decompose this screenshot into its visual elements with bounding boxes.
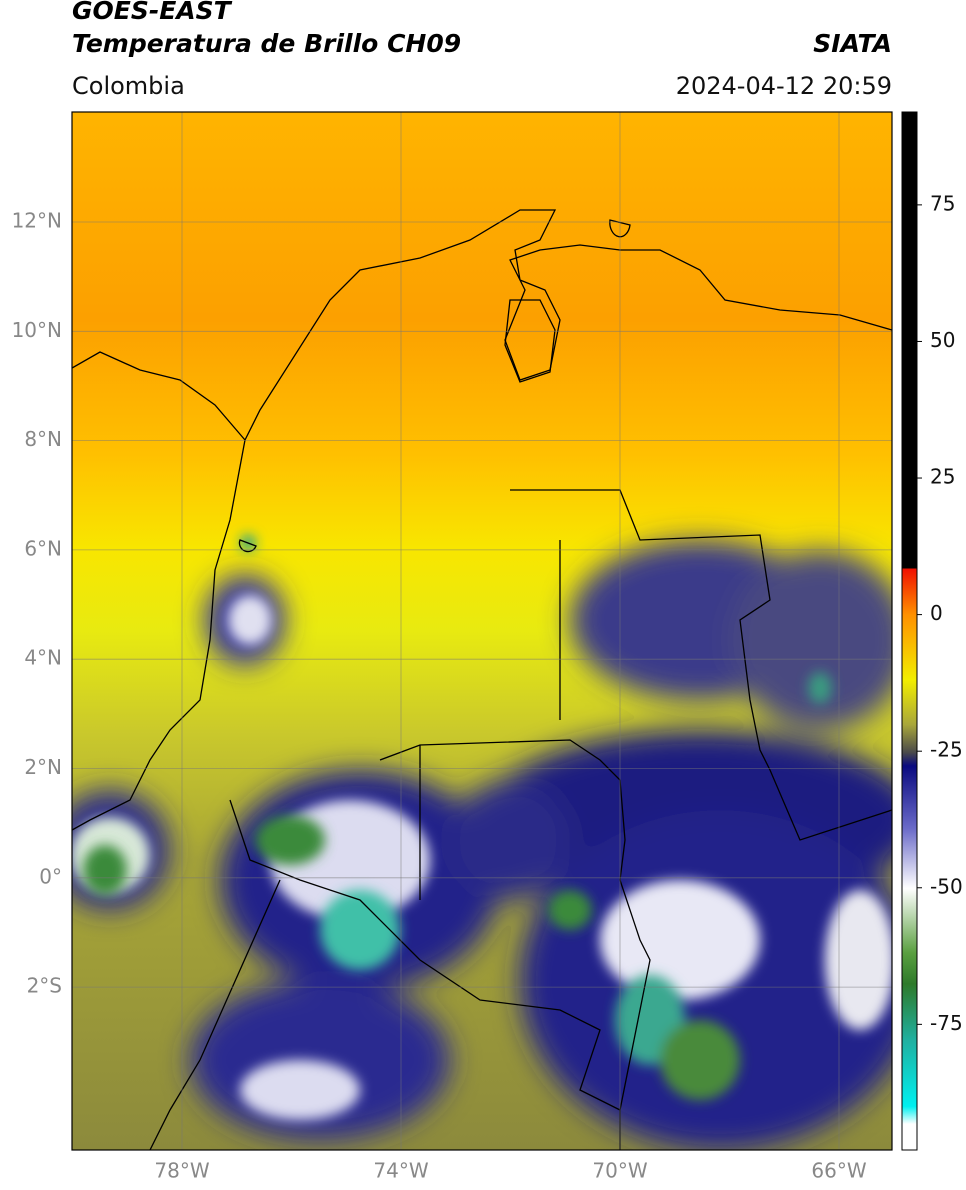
title: GOES-EAST: [72, 0, 233, 25]
lat-label: 12°N: [12, 209, 62, 233]
lat-label: 8°N: [24, 427, 62, 451]
datetime: 2024-04-12 20:59: [676, 72, 892, 100]
lon-label: 66°W: [811, 1159, 866, 1183]
lon-label: 74°W: [373, 1159, 428, 1183]
colorbar: [901, 111, 918, 1151]
lat-label: 2°N: [24, 755, 62, 779]
colorbar-tick-label: -25: [930, 738, 963, 762]
satellite-image: [72, 112, 892, 1150]
region: Colombia: [72, 72, 185, 100]
lon-label: 78°W: [154, 1159, 209, 1183]
graticule: [72, 112, 892, 1150]
colorbar-tick-label: 0: [930, 601, 943, 625]
lat-label: 10°N: [12, 318, 62, 342]
plot-frame: [71, 111, 893, 1151]
colorbar-tick-label: 50: [930, 328, 955, 352]
lon-label: 70°W: [592, 1159, 647, 1183]
lat-label: 2°S: [27, 974, 62, 998]
colorbar-tick-label: 25: [930, 465, 955, 489]
source: SIATA: [813, 29, 892, 58]
lat-label: 6°N: [24, 536, 62, 560]
lat-label: 4°N: [24, 646, 62, 670]
colorbar-tick-label: 75: [930, 191, 955, 215]
colorbar-tick-label: -75: [930, 1011, 963, 1035]
lat-label: 0°: [39, 864, 62, 888]
subtitle: Temperatura de Brillo CH09: [72, 29, 461, 58]
colorbar-tick-label: -50: [930, 874, 963, 898]
